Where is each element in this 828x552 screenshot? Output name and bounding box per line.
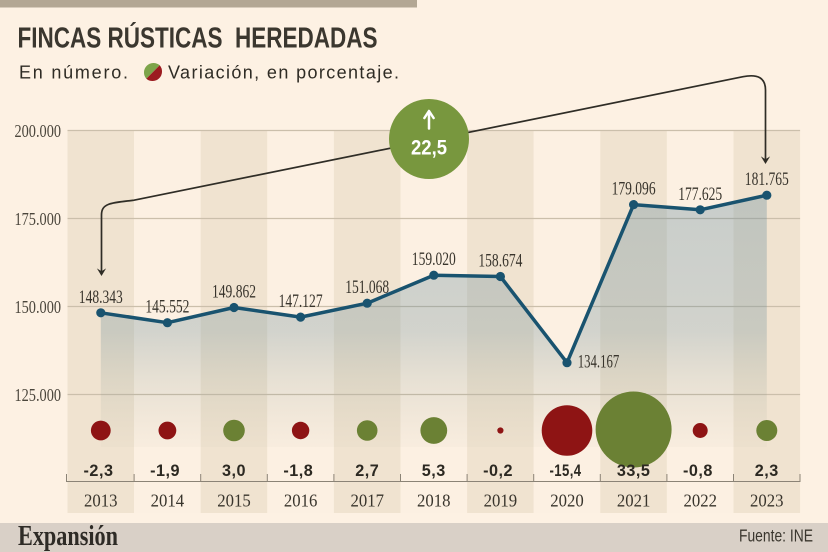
svg-text:Fuente: INE: Fuente: INE [739,526,813,546]
svg-text:200.000: 200.000 [15,121,62,141]
svg-text:159.020: 159.020 [412,250,456,270]
svg-text:2,7: 2,7 [355,462,379,480]
svg-text:-15,4: -15,4 [550,462,582,480]
svg-text:134.167: 134.167 [578,352,620,372]
svg-text:-0,8: -0,8 [683,462,713,480]
svg-text:2014: 2014 [151,491,185,511]
svg-text:147.127: 147.127 [279,292,323,312]
svg-text:181.765: 181.765 [745,170,789,190]
svg-text:148.343: 148.343 [79,288,123,308]
svg-text:150.000: 150.000 [15,297,62,317]
svg-text:175.000: 175.000 [15,209,62,229]
svg-text:2020: 2020 [550,491,584,511]
svg-text:FINCAS RÚSTICAS HEREDADAS: FINCAS RÚSTICAS HEREDADAS [18,21,378,55]
svg-text:2018: 2018 [417,491,451,511]
svg-text:2017: 2017 [350,491,384,511]
svg-text:33,5: 33,5 [617,462,651,480]
svg-text:2013: 2013 [84,491,118,511]
svg-text:145.552: 145.552 [145,298,189,318]
svg-text:2023: 2023 [750,491,784,511]
svg-text:2016: 2016 [284,491,318,511]
svg-text:2015: 2015 [217,491,251,511]
svg-text:2021: 2021 [617,491,651,511]
svg-text:2,3: 2,3 [755,462,779,480]
svg-text:5,3: 5,3 [422,462,446,480]
svg-text:2019: 2019 [484,491,518,511]
svg-text:22,5: 22,5 [411,136,447,160]
svg-text:177.625: 177.625 [678,185,722,205]
svg-text:Variación, en porcentaje.: Variación, en porcentaje. [168,63,399,83]
svg-text:179.096: 179.096 [612,180,656,200]
svg-text:3,0: 3,0 [222,462,246,480]
svg-text:158.674: 158.674 [478,252,522,272]
svg-text:Expansión: Expansión [18,521,118,552]
svg-text:149.862: 149.862 [212,283,256,303]
svg-text:-1,9: -1,9 [150,462,180,480]
svg-text:-0,2: -0,2 [483,462,513,480]
svg-text:151.068: 151.068 [345,278,389,298]
svg-text:-2,3: -2,3 [84,462,114,480]
svg-text:125.000: 125.000 [15,385,62,405]
svg-text:2022: 2022 [683,491,717,511]
svg-text:-1,8: -1,8 [283,462,313,480]
